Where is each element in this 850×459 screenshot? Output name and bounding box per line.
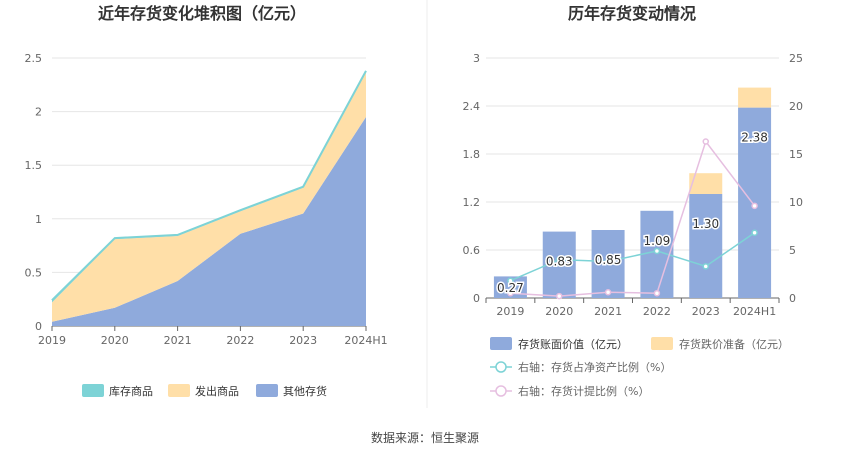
right-line-1 bbox=[510, 139, 756, 297]
right-legend-marker bbox=[495, 361, 507, 373]
left-y-tick-labels: 0 0.5 1 1.5 2 2.5 bbox=[25, 52, 43, 333]
inventory-stacked-area-chart: 近年存货变化堆积图（亿元） 00.511.522.5 2019 2020 2021 2… bbox=[25, 4, 388, 398]
right-line-point-1 bbox=[556, 292, 563, 300]
right-y-tick-label: 1.8 bbox=[463, 148, 481, 161]
right-x-tick-label: 2020 bbox=[545, 305, 573, 318]
left-y-tick-label: 2.5 bbox=[25, 52, 43, 65]
right-line-point-0 bbox=[702, 263, 709, 270]
right-y2-tick-label: 10 bbox=[789, 196, 803, 209]
left-legend-label: 库存商品 bbox=[109, 384, 153, 398]
right-bar-data-label: 1.30 bbox=[692, 217, 719, 231]
left-x-tick-label: 2024H1 bbox=[344, 334, 387, 347]
right-legend-marker bbox=[495, 385, 507, 397]
right-bar-impairment bbox=[689, 173, 723, 194]
data-source-note: 数据来源：恒生聚源 bbox=[370, 431, 479, 445]
left-x-tick-label: 2020 bbox=[101, 334, 129, 347]
right-bar-data-label: 0.83 bbox=[546, 255, 573, 269]
right-legend: 存货账面价值（亿元） 存货跌价准备（亿元） 右轴：存货占净资产比例（%） 右轴：存货计… bbox=[490, 337, 789, 398]
right-line-point-0 bbox=[556, 256, 563, 263]
right-line-point-0 bbox=[653, 247, 661, 255]
left-y-tick-label: 0 bbox=[35, 320, 42, 333]
inventory-change-bar-line-chart: 历年存货变动情况 0.27 0.83 0.85 1.09 1.30 2.38 0 0.6 1.… bbox=[463, 4, 804, 398]
right-bar-data-label: 0.85 bbox=[595, 253, 622, 267]
right-bar-book-value bbox=[689, 194, 723, 298]
right-line-point-1 bbox=[507, 289, 514, 297]
left-chart-title: 近年存货变化堆积图（亿元） bbox=[98, 4, 306, 23]
right-line-point-0 bbox=[751, 229, 758, 236]
right-bar-data-labels: 0.27 0.83 0.85 1.09 1.30 2.38 bbox=[496, 129, 770, 296]
right-chart-title: 历年存货变动情况 bbox=[568, 4, 696, 23]
right-bar-impairment bbox=[738, 87, 772, 108]
right-line-point-1 bbox=[604, 288, 612, 296]
right-line-point-1 bbox=[751, 202, 758, 210]
right-line-point-0 bbox=[507, 277, 514, 284]
right-gridlines bbox=[486, 57, 779, 299]
right-line-point-1 bbox=[702, 138, 709, 145]
left-area-series bbox=[51, 70, 367, 327]
right-legend-label: 右轴：存货计提比例（%） bbox=[518, 384, 649, 398]
right-y-tick-label: 3 bbox=[473, 52, 480, 65]
right-y2-tick-label: 5 bbox=[789, 244, 796, 257]
right-legend-label: 右轴：存货占净资产比例（%） bbox=[518, 360, 671, 374]
left-x-tick-label: 2022 bbox=[226, 334, 254, 347]
left-y-tick-label: 2 bbox=[35, 106, 42, 119]
left-legend-label: 发出商品 bbox=[195, 384, 239, 398]
right-line-point-0 bbox=[604, 258, 612, 265]
right-x-tick-labels: 2019 2020 2021 2022 2023 2024H1 bbox=[485, 298, 780, 318]
right-line-series bbox=[507, 138, 758, 300]
right-bar-data-label: 2.38 bbox=[741, 131, 768, 145]
left-x-tick-label: 2019 bbox=[38, 334, 66, 347]
left-area-0 bbox=[52, 116, 366, 327]
right-x-tick-label: 2023 bbox=[692, 305, 720, 318]
left-y-tick-label: 1.5 bbox=[25, 159, 43, 172]
right-x-tick-label: 2021 bbox=[594, 305, 622, 318]
left-legend: 库存商品 发出商品 其他存货 bbox=[82, 384, 327, 398]
right-y-tick-label: 2.4 bbox=[463, 100, 481, 113]
right-right-y-tick-labels: 0 5 10 15 20 25 bbox=[789, 52, 803, 305]
right-y-tick-label: 0.6 bbox=[463, 244, 481, 257]
right-legend-label: 存货账面价值（亿元） bbox=[518, 337, 628, 351]
left-legend-label: 其他存货 bbox=[283, 384, 327, 398]
right-bar-data-label: 1.09 bbox=[644, 234, 671, 248]
right-y-tick-label: 1.2 bbox=[463, 196, 481, 209]
right-x-tick-label: 2022 bbox=[643, 305, 671, 318]
right-y2-tick-label: 15 bbox=[789, 148, 803, 161]
right-bar-series bbox=[493, 87, 772, 298]
left-legend-swatch bbox=[168, 384, 190, 397]
right-x-tick-label: 2024H1 bbox=[733, 305, 776, 318]
right-y2-tick-label: 0 bbox=[789, 292, 796, 305]
left-legend-swatch bbox=[256, 384, 278, 397]
right-left-y-tick-labels: 0 0.6 1.2 1.8 2.4 3 bbox=[463, 52, 481, 305]
right-y2-tick-label: 20 bbox=[789, 100, 803, 113]
right-line-point-1 bbox=[653, 289, 661, 297]
left-area-1 bbox=[52, 71, 366, 322]
right-legend-label: 存货跌价准备（亿元） bbox=[679, 337, 789, 351]
right-bar-data-label: 0.27 bbox=[497, 281, 524, 295]
left-x-tick-labels: 2019 2020 2021 2022 2023 2024H1 bbox=[38, 326, 388, 347]
left-x-tick-label: 2023 bbox=[289, 334, 317, 347]
right-line-0 bbox=[510, 232, 756, 282]
right-legend-swatch bbox=[490, 337, 512, 350]
left-legend-swatch bbox=[82, 384, 104, 397]
right-bar-book-value bbox=[493, 276, 527, 298]
right-x-tick-label: 2019 bbox=[496, 305, 524, 318]
right-y2-tick-label: 25 bbox=[789, 52, 803, 65]
left-y-tick-label: 1 bbox=[35, 213, 42, 226]
left-y-tick-label: 0.5 bbox=[25, 266, 43, 279]
right-y-tick-label: 0 bbox=[473, 292, 480, 305]
right-legend-swatch bbox=[651, 337, 673, 350]
left-top-edge-line bbox=[51, 70, 367, 301]
left-x-tick-label: 2021 bbox=[164, 334, 192, 347]
